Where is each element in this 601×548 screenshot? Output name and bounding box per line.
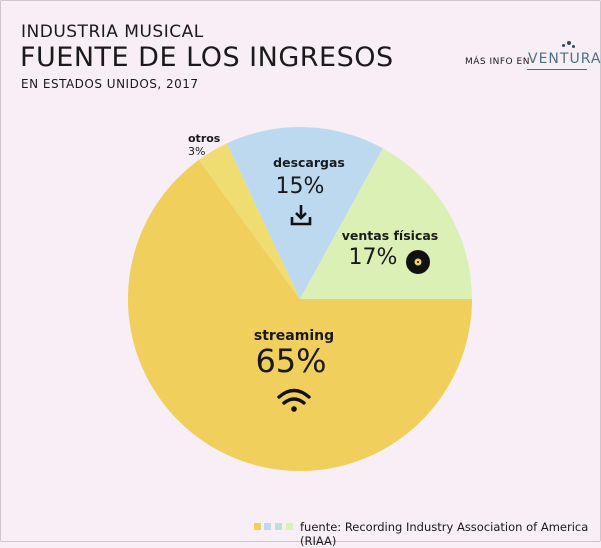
wifi-icon bbox=[277, 388, 311, 412]
slice-value-ventas-fisicas: 17% bbox=[349, 245, 398, 270]
chart-subtitle: EN ESTADOS UNIDOS, 2017 bbox=[21, 77, 199, 91]
slice-value-descargas: 15% bbox=[276, 174, 325, 199]
vinyl-record-icon bbox=[406, 250, 430, 274]
chart-title: FUENTE DE LOS INGRESOS bbox=[20, 42, 394, 73]
brand-underline bbox=[527, 69, 587, 70]
brand-dot bbox=[562, 44, 565, 47]
slice-label-descargas: descargas bbox=[273, 155, 345, 170]
chart-kicker: INDUSTRIA MUSICAL bbox=[21, 22, 204, 42]
more-info-label: MÁS INFO EN bbox=[465, 57, 530, 67]
pie-slice-otros bbox=[198, 143, 300, 299]
slice-label-otros: otros bbox=[188, 132, 221, 145]
pie-slice-streaming bbox=[127, 159, 473, 472]
slice-value-otros: 3% bbox=[188, 145, 205, 158]
slice-label-ventas-fisicas: ventas físicas bbox=[342, 228, 438, 243]
brand-dot bbox=[567, 41, 571, 45]
legend-swatch bbox=[264, 523, 271, 530]
slice-value-streaming: 65% bbox=[255, 342, 326, 380]
source-note: fuente: Recording Industry Association o… bbox=[300, 520, 589, 548]
legend-swatch bbox=[254, 523, 261, 530]
slice-label-streaming: streaming bbox=[254, 328, 334, 344]
brand-dot bbox=[572, 45, 575, 48]
legend-swatch bbox=[275, 523, 282, 530]
legend-swatch bbox=[286, 523, 293, 530]
download-icon bbox=[290, 205, 312, 226]
brand-logo[interactable]: VENTURA bbox=[528, 51, 601, 67]
